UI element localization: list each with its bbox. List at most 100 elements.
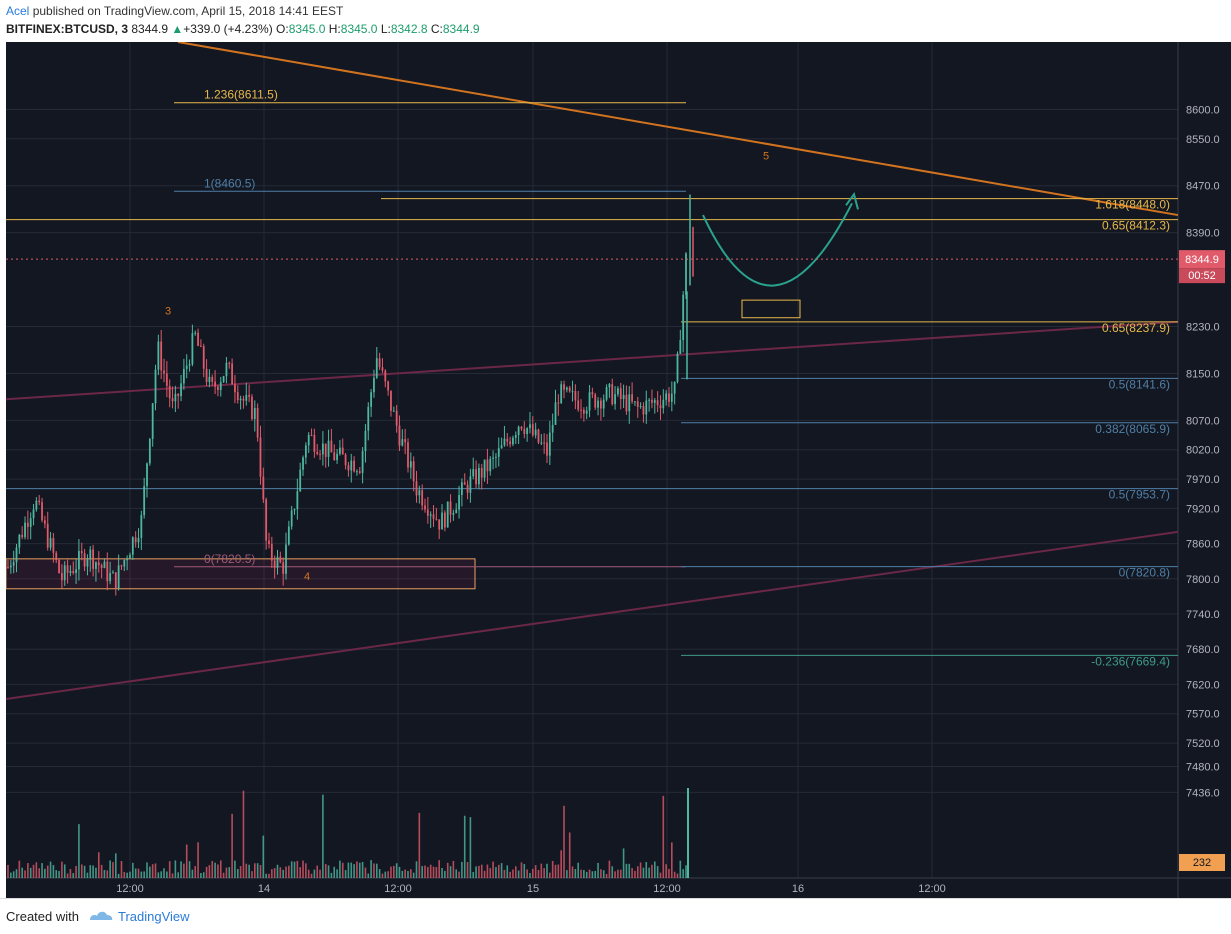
volume-bar	[80, 864, 83, 878]
volume-bar	[600, 869, 602, 878]
candle-body	[656, 400, 659, 406]
volume-bar	[381, 873, 384, 878]
candle-body	[120, 565, 123, 567]
candle-body	[268, 540, 270, 545]
candle-body	[458, 495, 460, 510]
candle-body	[313, 435, 316, 452]
candle-body	[214, 381, 216, 387]
candle-body	[21, 534, 24, 538]
volume-bar	[242, 790, 245, 878]
candle-body	[60, 573, 63, 581]
volume-bar	[662, 795, 665, 878]
y-tick-label: 8470.0	[1186, 181, 1220, 193]
volume-bar	[415, 861, 418, 878]
volume-bar	[330, 872, 333, 878]
volume-bar	[685, 865, 687, 878]
volume-bar	[100, 864, 103, 878]
candle-body	[588, 392, 591, 411]
candle-body	[197, 332, 199, 346]
candle-body	[551, 424, 554, 433]
volume-bar	[15, 869, 18, 878]
volume-bar	[526, 869, 528, 878]
author-link[interactable]: Acel	[6, 4, 30, 18]
tradingview-link[interactable]: TradingView	[118, 909, 190, 924]
candle-body	[285, 544, 287, 574]
volume-bar	[293, 861, 296, 878]
candle-body	[344, 454, 347, 466]
x-tick-label: 15	[527, 883, 539, 895]
volume-bar	[557, 864, 560, 878]
volume-bar	[228, 867, 231, 878]
candle-body	[114, 572, 117, 589]
volume-bar	[268, 873, 270, 878]
volume-bar	[534, 865, 537, 878]
tradingview-logo-icon[interactable]	[88, 907, 114, 925]
volume-bar	[296, 860, 299, 878]
candle-body	[177, 393, 180, 397]
candle-body	[497, 448, 500, 457]
volume-bar	[631, 868, 633, 878]
chart-header: Acel published on TradingView.com, April…	[0, 0, 1231, 42]
volume-bar	[543, 868, 545, 878]
candle-body	[582, 409, 585, 414]
candle-body	[163, 370, 165, 374]
last-price-tag	[1179, 250, 1225, 269]
candle-body	[86, 559, 89, 567]
volume-bar	[134, 868, 137, 878]
volume-bar	[177, 872, 180, 878]
price-chart[interactable]: 8600.0 8550.0 8470.0 8390.0 8230.0 8150.0 8070…	[5, 41, 1231, 898]
candle-body	[239, 398, 242, 401]
publish-text: published on TradingView.com, April 15, …	[32, 4, 344, 18]
symbol-info: BITFINEX:BTCUSD, 3 8344.9 ▲+339.0 (+4.23…	[6, 22, 480, 36]
volume-bar	[10, 872, 12, 878]
candle-body	[543, 442, 546, 444]
candle-body	[148, 438, 151, 464]
candle-body	[262, 476, 265, 500]
volume-bar	[114, 853, 117, 878]
low-value: 8342.8	[390, 22, 428, 36]
wave-label-5: 5	[763, 150, 769, 162]
candle-body	[72, 570, 75, 573]
candle-body	[52, 538, 55, 553]
candle-body	[455, 509, 458, 514]
y-tick-label: 7570.0	[1186, 709, 1220, 721]
volume-bar	[200, 873, 202, 878]
candle-body	[217, 386, 219, 390]
volume-bar	[665, 864, 667, 878]
volume-bar	[418, 812, 421, 878]
candle-body	[512, 437, 514, 445]
candle-body	[463, 482, 466, 485]
volume-bar	[219, 860, 222, 878]
candle-body	[66, 565, 69, 573]
volume-bar	[58, 870, 60, 878]
volume-bar	[523, 863, 526, 878]
candle-body	[585, 410, 588, 414]
orange-trendline	[177, 41, 1179, 217]
volume-bar	[517, 870, 520, 878]
candle-body	[367, 406, 370, 431]
candle-body	[460, 482, 463, 496]
chart-canvas[interactable]: 8600.0 8550.0 8470.0 8390.0 8230.0 8150.0 8070…	[5, 41, 1231, 898]
volume-bar	[225, 867, 228, 878]
candle-body	[546, 442, 548, 456]
volume-bar	[265, 873, 267, 878]
volume-bar	[412, 872, 415, 878]
candle-body	[619, 388, 622, 399]
candle-body	[421, 490, 424, 506]
y-tick-label: 7620.0	[1186, 679, 1220, 691]
fib-level-label: -0.236(7669.4)	[1091, 654, 1170, 668]
volume-bar	[645, 861, 648, 878]
candle-body	[248, 394, 251, 397]
candle-body	[614, 394, 616, 405]
publish-info: Acel published on TradingView.com, April…	[6, 4, 343, 18]
volume-bar	[554, 864, 557, 878]
candle-body	[112, 572, 114, 574]
candle-body	[395, 410, 398, 426]
y-tick-label: 7800.0	[1186, 574, 1220, 586]
volume-bar	[35, 862, 38, 878]
candle-body	[390, 390, 392, 411]
candle-body	[43, 520, 46, 524]
candle-body	[475, 469, 477, 485]
volume-bar	[390, 866, 392, 878]
candle-body	[276, 556, 279, 568]
